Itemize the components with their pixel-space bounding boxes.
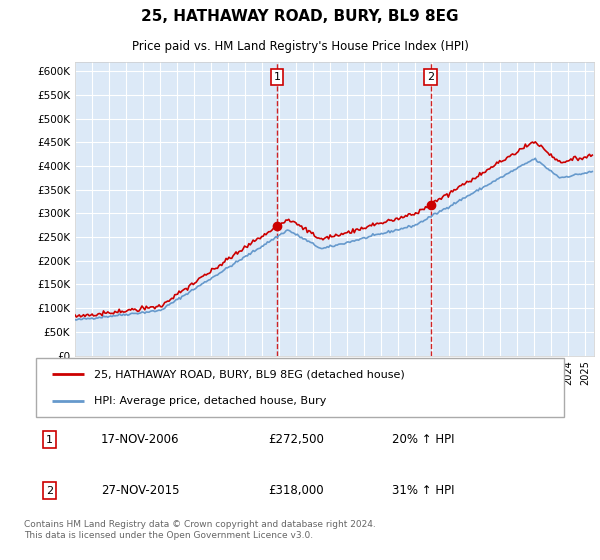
Text: 17-NOV-2006: 17-NOV-2006 <box>101 433 179 446</box>
Text: 2: 2 <box>427 72 434 82</box>
Text: Contains HM Land Registry data © Crown copyright and database right 2024.
This d: Contains HM Land Registry data © Crown c… <box>24 520 376 539</box>
Text: Price paid vs. HM Land Registry's House Price Index (HPI): Price paid vs. HM Land Registry's House … <box>131 40 469 53</box>
Text: 2: 2 <box>46 486 53 496</box>
Text: 31% ↑ HPI: 31% ↑ HPI <box>392 484 455 497</box>
Text: 27-NOV-2015: 27-NOV-2015 <box>101 484 179 497</box>
Text: £272,500: £272,500 <box>268 433 324 446</box>
Text: 25, HATHAWAY ROAD, BURY, BL9 8EG: 25, HATHAWAY ROAD, BURY, BL9 8EG <box>141 10 459 24</box>
Text: £318,000: £318,000 <box>268 484 324 497</box>
Text: HPI: Average price, detached house, Bury: HPI: Average price, detached house, Bury <box>94 396 326 407</box>
Text: 1: 1 <box>46 435 53 445</box>
Text: 1: 1 <box>274 72 281 82</box>
Text: 20% ↑ HPI: 20% ↑ HPI <box>392 433 455 446</box>
Text: 25, HATHAWAY ROAD, BURY, BL9 8EG (detached house): 25, HATHAWAY ROAD, BURY, BL9 8EG (detach… <box>94 369 405 379</box>
FancyBboxPatch shape <box>36 358 564 417</box>
